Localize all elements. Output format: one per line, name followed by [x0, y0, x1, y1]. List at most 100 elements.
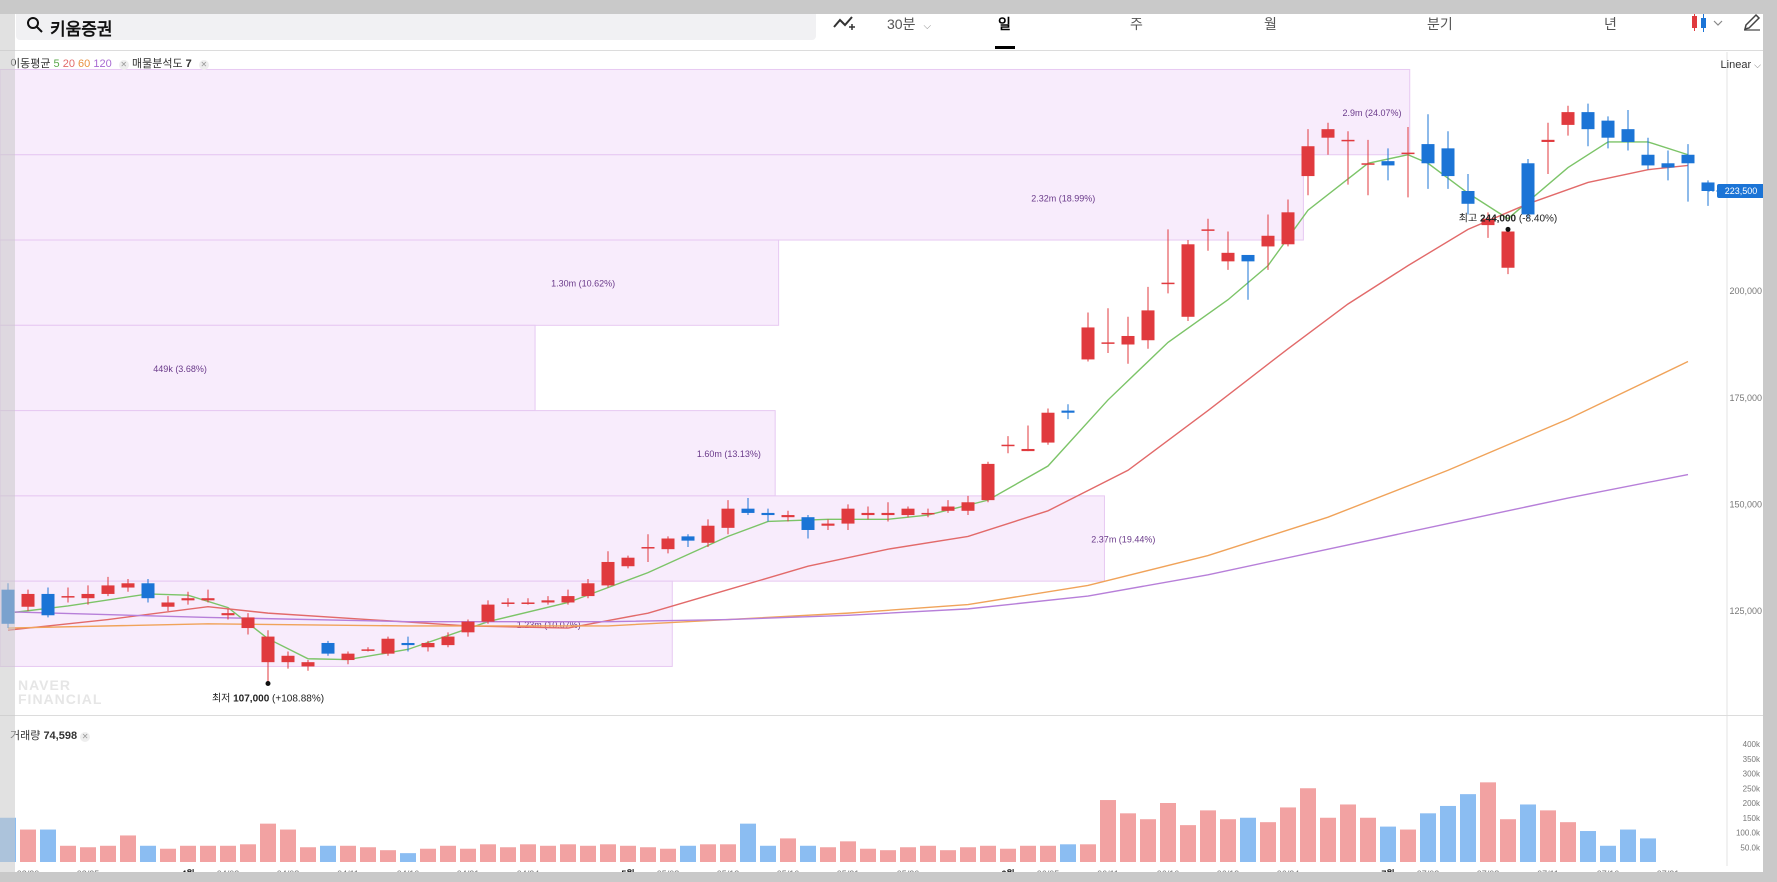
volume-bar: [440, 845, 456, 862]
volume-bar: [20, 829, 36, 862]
volume-profile-label: 2.37m (19.44%): [1091, 535, 1155, 545]
candle-body: [401, 642, 415, 646]
candle-body: [1461, 190, 1475, 204]
volume-bar: [320, 845, 336, 862]
candle-body: [881, 512, 895, 516]
volume-bar: [1420, 813, 1436, 862]
ma20-label: 20: [62, 58, 75, 70]
volume-bar: [80, 847, 96, 862]
volume-bar: [160, 848, 176, 862]
candle-body: [161, 602, 175, 607]
search-icon: [27, 17, 43, 33]
volume-bar: [720, 844, 736, 862]
volume-profile-close-icon[interactable]: ✕: [198, 60, 209, 70]
volume-bar: [1020, 845, 1036, 862]
candle-body: [1221, 252, 1235, 262]
candle-body: [781, 515, 795, 518]
candle-body: [1561, 112, 1575, 125]
candle-body: [241, 617, 255, 629]
volume-bar: [1200, 810, 1216, 862]
volume-bar: [280, 829, 296, 862]
candle-body: [1041, 412, 1055, 443]
candle-body: [721, 508, 735, 528]
candle-body: [1441, 148, 1455, 177]
scale-selector[interactable]: Linear ⌵: [1721, 59, 1761, 71]
volume-profile-label: 1.23m (10.07%): [517, 620, 581, 630]
candle-body: [1421, 144, 1435, 164]
volume-bar: [760, 845, 776, 862]
candle-body: [621, 557, 635, 567]
watermark: NAVER FINANCIAL: [18, 678, 102, 706]
pencil-icon[interactable]: [1742, 12, 1762, 32]
candle-body: [1161, 282, 1175, 285]
candle-body: [141, 583, 155, 599]
volume-profile-label: 1.30m (10.62%): [551, 279, 615, 289]
candle-body: [1061, 410, 1075, 413]
candle-body: [801, 517, 815, 530]
search-box[interactable]: 키움증권: [16, 10, 816, 40]
tab-year[interactable]: 년: [1604, 16, 1617, 32]
volume-bar: [1620, 829, 1636, 862]
candle-body: [761, 512, 775, 516]
volume-profile-legend: 매물분석도 7 ✕: [132, 55, 209, 71]
candle-body: [461, 621, 475, 633]
volume-tick-label: 250k: [1743, 784, 1761, 793]
ma5-label: 5: [53, 58, 60, 70]
low-marker: [265, 680, 271, 686]
candle-body: [561, 596, 575, 603]
volume-profile-label: 449k (3.68%): [153, 364, 207, 374]
volume-bar: [300, 847, 316, 862]
volume-bar: [1260, 822, 1276, 862]
candle-body: [641, 547, 655, 549]
candle-body: [1501, 231, 1515, 268]
volume-bar: [1180, 825, 1196, 862]
volume-profile-bar: [0, 154, 1304, 241]
ma120-label: 120: [93, 58, 112, 70]
tab-day[interactable]: 일: [998, 16, 1011, 32]
candle-body: [381, 638, 395, 654]
search-input[interactable]: 키움증권: [50, 20, 113, 39]
volume-bar: [560, 844, 576, 862]
ma-legend: 이동평균 5 20 60 120 ✕: [10, 55, 129, 71]
compare-chart-icon[interactable]: [832, 12, 856, 32]
volume-bar: [1080, 844, 1096, 862]
tab-month[interactable]: 월: [1264, 16, 1277, 32]
candle-body: [1521, 163, 1535, 215]
candle-body: [821, 523, 835, 526]
volume-bar: [1160, 803, 1176, 862]
tab-week[interactable]: 주: [1130, 16, 1143, 32]
volume-bar: [520, 844, 536, 862]
volume-bar: [600, 844, 616, 862]
volume-bar: [100, 845, 116, 862]
volume-bar: [1520, 804, 1536, 862]
volume-bar: [1480, 782, 1496, 862]
ma60-line: [7, 360, 1689, 629]
interval-30min-button[interactable]: 30분 ⌵: [887, 14, 931, 34]
candle-body: [981, 463, 995, 501]
candle-body: [181, 598, 195, 601]
candle-type-icon[interactable]: [1690, 12, 1724, 34]
candle-body: [741, 508, 755, 513]
candle-body: [341, 653, 355, 661]
volume-bar: [980, 845, 996, 862]
low-annotation: 최저 107,000 (+108.88%): [212, 692, 324, 704]
candle-body: [1121, 335, 1135, 345]
volume-bar: [1140, 819, 1156, 862]
candle-body: [21, 593, 35, 607]
volume-bar: [140, 845, 156, 862]
volume-bar: [1280, 807, 1296, 862]
volume-legend-close-icon[interactable]: ✕: [80, 732, 91, 742]
ma-legend-close-icon[interactable]: ✕: [118, 60, 129, 70]
candle-body: [1581, 112, 1595, 130]
volume-bar: [1380, 826, 1396, 862]
volume-bar: [1560, 822, 1576, 862]
volume-tick-label: 150k: [1743, 814, 1761, 823]
candle-body: [1341, 139, 1355, 142]
tab-quarter[interactable]: 분기: [1427, 16, 1453, 32]
candle-body: [1541, 139, 1555, 142]
candle-body: [1601, 120, 1615, 138]
candle-body: [1361, 163, 1375, 165]
candle-body: [201, 598, 215, 601]
candle-body: [1401, 152, 1415, 155]
